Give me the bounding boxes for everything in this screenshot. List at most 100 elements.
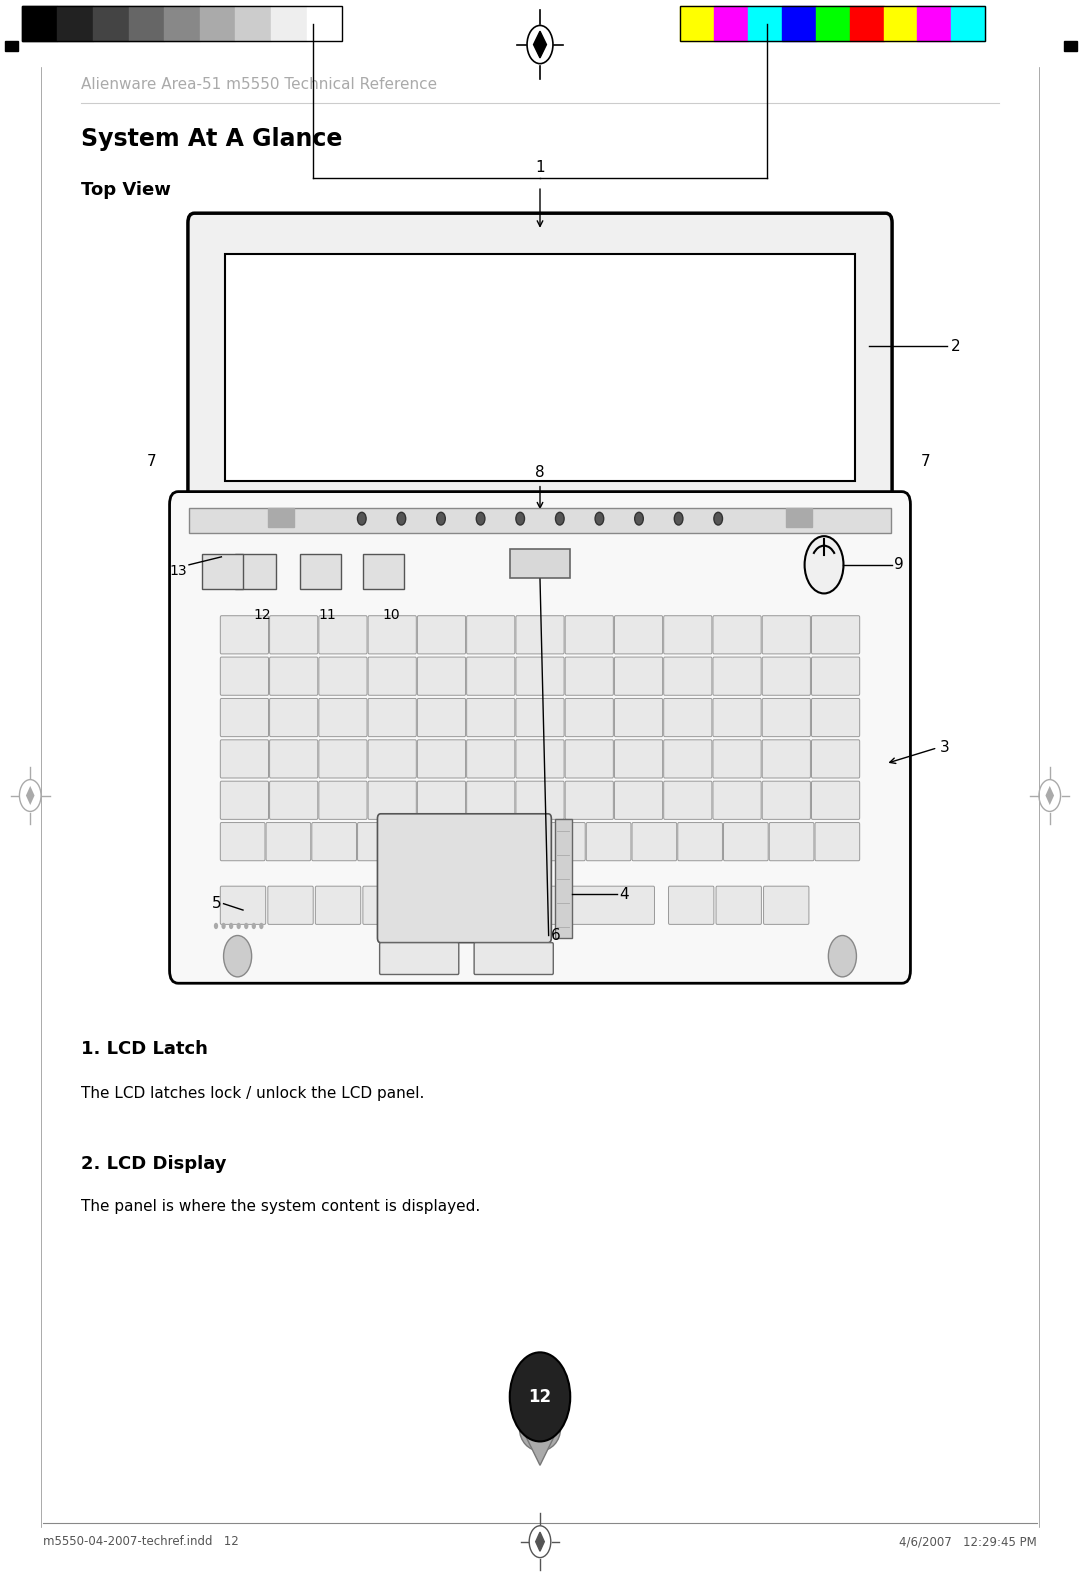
FancyBboxPatch shape: [417, 740, 465, 778]
Bar: [271, 6, 307, 41]
FancyBboxPatch shape: [270, 740, 318, 778]
Bar: [57, 6, 93, 41]
Circle shape: [221, 923, 226, 929]
Circle shape: [214, 923, 218, 929]
Bar: [555, 818, 572, 937]
FancyBboxPatch shape: [811, 698, 860, 737]
Circle shape: [224, 936, 252, 977]
FancyBboxPatch shape: [357, 823, 402, 861]
Circle shape: [244, 923, 248, 929]
FancyBboxPatch shape: [270, 616, 318, 654]
FancyBboxPatch shape: [467, 657, 515, 695]
FancyBboxPatch shape: [467, 698, 515, 737]
FancyBboxPatch shape: [495, 823, 540, 861]
Bar: [307, 6, 342, 41]
FancyBboxPatch shape: [220, 740, 269, 778]
Text: 3: 3: [940, 740, 949, 756]
FancyBboxPatch shape: [220, 886, 266, 924]
FancyBboxPatch shape: [368, 657, 416, 695]
FancyBboxPatch shape: [762, 698, 810, 737]
FancyBboxPatch shape: [170, 492, 910, 983]
FancyBboxPatch shape: [713, 698, 761, 737]
Text: 4/6/2007   12:29:45 PM: 4/6/2007 12:29:45 PM: [899, 1535, 1037, 1548]
Polygon shape: [536, 1532, 544, 1551]
Bar: [189, 508, 891, 533]
FancyBboxPatch shape: [678, 823, 723, 861]
FancyBboxPatch shape: [615, 616, 663, 654]
FancyBboxPatch shape: [811, 781, 860, 819]
FancyBboxPatch shape: [713, 781, 761, 819]
Text: The panel is where the system content is displayed.: The panel is where the system content is…: [81, 1200, 481, 1214]
FancyBboxPatch shape: [762, 616, 810, 654]
FancyBboxPatch shape: [417, 616, 465, 654]
Circle shape: [476, 512, 485, 525]
Bar: [363, 554, 404, 589]
FancyBboxPatch shape: [363, 886, 408, 924]
Circle shape: [357, 512, 366, 525]
Text: 8: 8: [536, 466, 544, 480]
Circle shape: [436, 512, 445, 525]
Bar: [917, 6, 951, 41]
FancyBboxPatch shape: [319, 781, 367, 819]
FancyBboxPatch shape: [312, 823, 356, 861]
FancyBboxPatch shape: [764, 886, 809, 924]
Bar: [235, 6, 271, 41]
FancyBboxPatch shape: [516, 781, 564, 819]
Text: 12: 12: [254, 608, 271, 622]
FancyBboxPatch shape: [516, 616, 564, 654]
FancyBboxPatch shape: [270, 781, 318, 819]
Text: The LCD latches lock / unlock the LCD panel.: The LCD latches lock / unlock the LCD pa…: [81, 1087, 424, 1101]
Bar: [300, 554, 341, 589]
Bar: [22, 6, 57, 41]
FancyBboxPatch shape: [615, 657, 663, 695]
FancyBboxPatch shape: [268, 886, 313, 924]
FancyBboxPatch shape: [716, 886, 761, 924]
FancyBboxPatch shape: [315, 886, 361, 924]
FancyBboxPatch shape: [669, 886, 714, 924]
FancyBboxPatch shape: [516, 698, 564, 737]
FancyBboxPatch shape: [417, 781, 465, 819]
Text: 4: 4: [619, 886, 629, 902]
Bar: [5, 41, 18, 51]
Text: 5: 5: [212, 896, 221, 912]
FancyBboxPatch shape: [319, 698, 367, 737]
FancyBboxPatch shape: [664, 698, 712, 737]
FancyBboxPatch shape: [319, 740, 367, 778]
FancyBboxPatch shape: [516, 657, 564, 695]
Circle shape: [237, 923, 241, 929]
FancyBboxPatch shape: [449, 823, 494, 861]
FancyBboxPatch shape: [467, 781, 515, 819]
FancyBboxPatch shape: [762, 740, 810, 778]
Bar: [815, 6, 850, 41]
Polygon shape: [1045, 786, 1054, 805]
Circle shape: [259, 923, 264, 929]
FancyBboxPatch shape: [769, 823, 814, 861]
Polygon shape: [26, 786, 35, 805]
Bar: [164, 6, 200, 41]
FancyBboxPatch shape: [368, 781, 416, 819]
Text: 1. LCD Latch: 1. LCD Latch: [81, 1041, 207, 1058]
Polygon shape: [526, 1437, 554, 1465]
Bar: [850, 6, 883, 41]
FancyBboxPatch shape: [220, 657, 269, 695]
Circle shape: [595, 512, 604, 525]
Bar: [883, 6, 917, 41]
Bar: [680, 6, 714, 41]
FancyBboxPatch shape: [516, 740, 564, 778]
FancyBboxPatch shape: [474, 942, 553, 974]
FancyBboxPatch shape: [380, 942, 459, 974]
FancyBboxPatch shape: [811, 657, 860, 695]
FancyBboxPatch shape: [632, 823, 677, 861]
FancyBboxPatch shape: [664, 740, 712, 778]
Bar: [200, 6, 235, 41]
Bar: [510, 549, 570, 578]
FancyBboxPatch shape: [615, 698, 663, 737]
FancyBboxPatch shape: [220, 616, 269, 654]
Circle shape: [229, 923, 233, 929]
Text: 12: 12: [528, 1387, 552, 1406]
FancyBboxPatch shape: [415, 886, 654, 924]
FancyBboxPatch shape: [664, 616, 712, 654]
Bar: [202, 554, 243, 589]
Circle shape: [516, 512, 525, 525]
Text: m5550-04-2007-techref.indd   12: m5550-04-2007-techref.indd 12: [43, 1535, 239, 1548]
